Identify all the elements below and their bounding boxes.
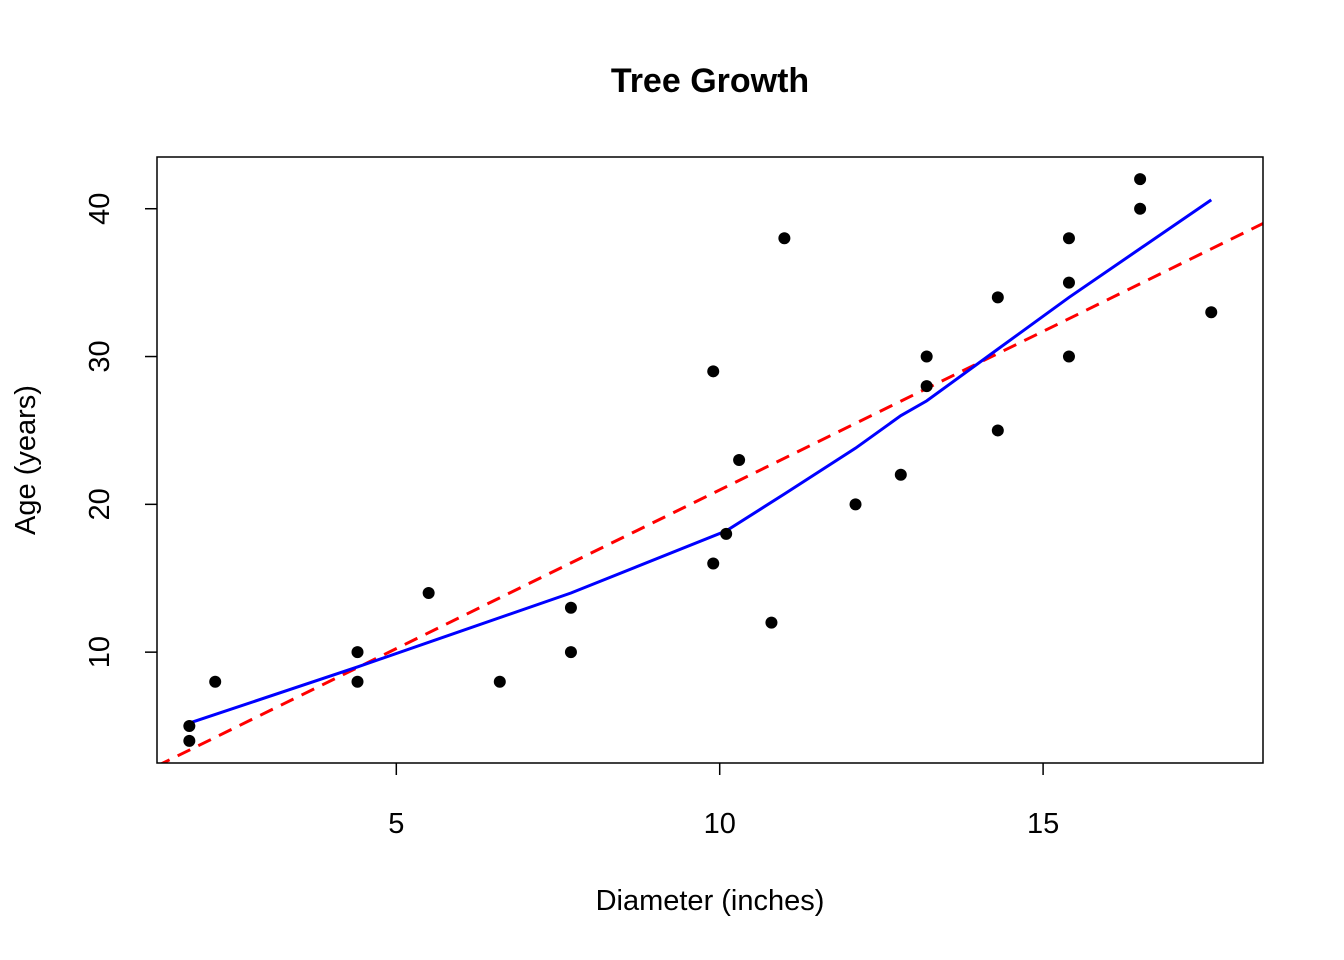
scatter-point (1062, 276, 1075, 289)
y-tick-label: 10 (84, 636, 116, 668)
scatter-point (733, 454, 746, 466)
scatter-point (183, 734, 196, 747)
scatter-point (1062, 350, 1075, 363)
smooth-fit-line (188, 198, 1213, 725)
scatter-point (920, 350, 933, 363)
y-tick-label: 20 (84, 488, 116, 520)
scatter-point (991, 291, 1004, 304)
scatter-point (765, 616, 778, 629)
scatter-point (1134, 202, 1147, 215)
x-tick-label: 15 (1027, 808, 1059, 840)
scatter-point (720, 527, 733, 540)
scatter-point (991, 424, 1004, 437)
scatter-point (422, 587, 435, 600)
y-tick-label: 40 (84, 193, 116, 225)
scatter-point (1205, 306, 1218, 319)
x-axis-label: Diameter (inches) (596, 885, 825, 917)
scatter-point (351, 675, 364, 688)
y-tick-label: 30 (84, 340, 116, 372)
scatter-point (209, 675, 222, 688)
scatter-point (778, 232, 791, 245)
scatter-point (894, 468, 907, 481)
x-tick-label: 5 (388, 808, 404, 840)
scatter-point (351, 646, 364, 659)
scatter-point (707, 365, 720, 378)
chart-title: Tree Growth (611, 62, 809, 100)
scatter-point (707, 557, 720, 570)
plot-frame (156, 156, 1264, 764)
x-tick-label: 10 (704, 808, 736, 840)
scatter-point (1062, 232, 1075, 245)
scatter-point (564, 601, 577, 614)
plot-area: 5 10 15 10 20 30 40 (84, 173, 1263, 840)
scatter-point (849, 498, 862, 511)
scatter-point (920, 380, 933, 393)
scatter-point (493, 675, 506, 688)
scatter-point (183, 720, 196, 733)
y-axis-label: Age (years) (10, 385, 42, 535)
scatter-point (1134, 173, 1147, 186)
scatter-point (564, 646, 577, 659)
